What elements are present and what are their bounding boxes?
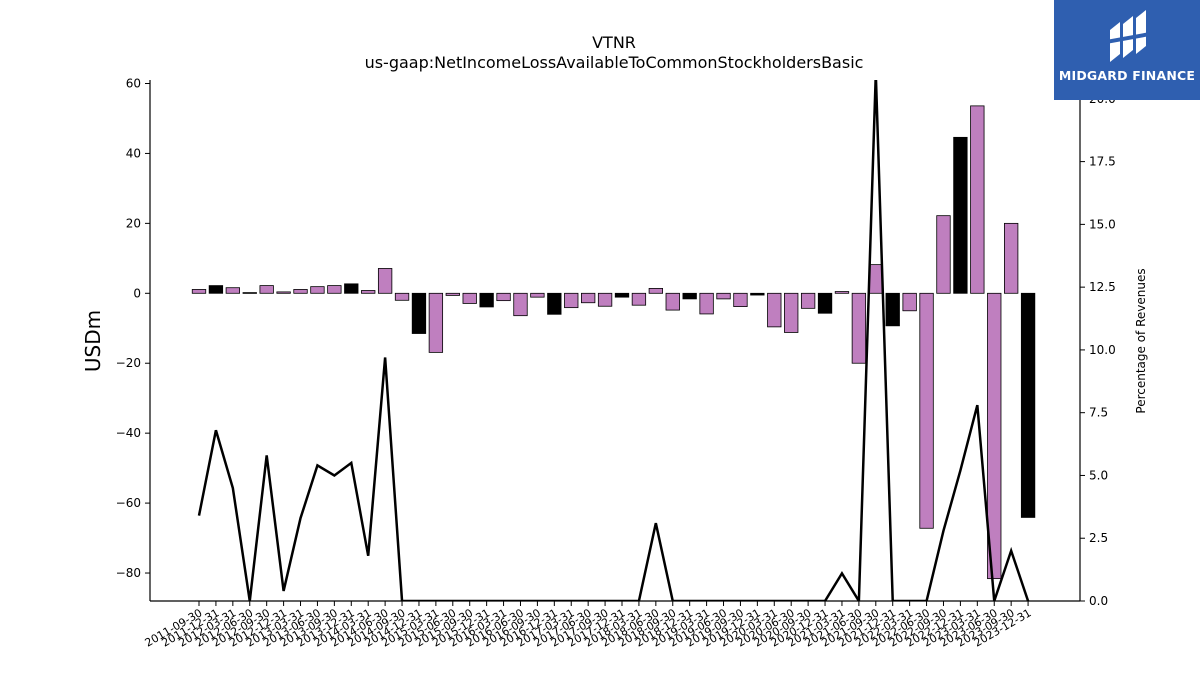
axes-layer: 60 40 20 0 −20 −40 −60 −80 0.0 2.5 5.0 7.5 10.0 12.5 1…	[116, 76, 1116, 649]
y-tick-label: −60	[116, 496, 141, 510]
bar-2014-12-31	[411, 292, 427, 334]
bar-2016-06-30	[513, 292, 528, 317]
bar-2023-06-30	[987, 292, 1002, 580]
bar-2013-03-31	[293, 289, 308, 294]
bar-2019-03-31	[699, 292, 714, 315]
chart-title: VTNR	[592, 33, 636, 52]
bar-2021-03-31	[834, 291, 850, 294]
y2-tick-label: 0.0	[1089, 594, 1108, 608]
bar-2015-06-30	[445, 292, 460, 296]
y2-tick-label: 10.0	[1089, 343, 1116, 357]
bar-2013-09-30	[327, 285, 342, 294]
bar-2018-03-31	[631, 292, 647, 306]
bars-layer	[191, 105, 1036, 580]
bar-2020-09-30	[800, 292, 816, 309]
chart-subtitle: us-gaap:NetIncomeLossAvailableToCommonSt…	[365, 53, 864, 72]
bar-2023-03-31	[970, 105, 985, 294]
bar-2021-09-30	[868, 264, 883, 294]
bar-2021-12-31	[885, 292, 900, 327]
y2-tick-label: 17.5	[1089, 155, 1116, 169]
y2-tick-label: 12.5	[1089, 280, 1116, 294]
bar-2020-12-31	[817, 292, 833, 314]
line-layer	[197, 80, 1030, 601]
bar-2012-12-31	[276, 291, 291, 294]
bar-2015-09-30	[462, 292, 477, 304]
y2-tick-label: 7.5	[1089, 406, 1108, 420]
bar-2022-06-30	[919, 292, 934, 529]
y2-tick-label: 5.0	[1089, 468, 1108, 482]
bar-2018-12-31	[682, 292, 697, 300]
bar-2012-09-30	[259, 285, 274, 294]
bar-2015-12-31	[479, 292, 494, 308]
bar-2018-09-30	[665, 292, 680, 311]
bar-2012-03-31	[225, 287, 240, 294]
y-tick-label: 60	[126, 76, 141, 90]
logo-text: MIDGARD FINANCE	[1058, 68, 1196, 83]
bar-2019-06-30	[716, 292, 731, 300]
y-tick-label: 0	[133, 286, 141, 300]
y-tick-label: 40	[126, 146, 141, 160]
bar-2019-09-30	[733, 292, 748, 307]
y2-axis-label: Percentage of Revenues	[1134, 268, 1148, 413]
bar-2022-12-31	[953, 136, 968, 294]
y-axis-label: USDm	[81, 310, 105, 372]
bar-2018-06-30	[648, 287, 663, 294]
bar-2014-09-30	[394, 292, 410, 301]
y2-tick-label: 15.0	[1089, 217, 1116, 231]
bar-2020-03-31	[767, 292, 782, 328]
bar-2011-09-30	[191, 289, 207, 294]
y-tick-label: −80	[116, 566, 141, 580]
bar-2012-06-30	[242, 292, 257, 294]
bar-2023-12-31	[1020, 292, 1036, 518]
logo-mark-icon	[1106, 10, 1150, 62]
bar-2015-03-31	[428, 292, 444, 353]
bar-2017-09-30	[597, 292, 613, 307]
bar-2013-06-30	[310, 286, 325, 294]
bar-2017-12-31	[614, 292, 630, 298]
bar-2019-12-31	[750, 292, 765, 296]
bar-2016-12-31	[547, 292, 562, 315]
percentage-line	[197, 80, 1030, 601]
bar-2021-06-30	[851, 292, 867, 364]
bar-2016-03-31	[496, 292, 511, 302]
y-tick-label: 20	[126, 216, 141, 230]
bar-2016-09-30	[530, 292, 545, 298]
bar-2020-06-30	[784, 292, 799, 333]
bar-2014-06-30	[377, 268, 393, 294]
midgard-finance-logo: MIDGARD FINANCE	[1054, 0, 1200, 100]
y-tick-label: −40	[116, 426, 141, 440]
bar-2011-12-31	[208, 285, 224, 294]
bar-2014-03-31	[361, 290, 376, 294]
bar-2017-03-31	[564, 292, 579, 309]
bar-2017-06-30	[581, 292, 596, 304]
bar-2023-09-30	[1004, 222, 1019, 294]
y-tick-label: −20	[116, 356, 141, 370]
y2-tick-label: 2.5	[1089, 531, 1108, 545]
bar-2013-12-31	[344, 283, 359, 294]
bar-2022-09-30	[936, 215, 951, 294]
bar-2022-03-31	[902, 292, 917, 312]
